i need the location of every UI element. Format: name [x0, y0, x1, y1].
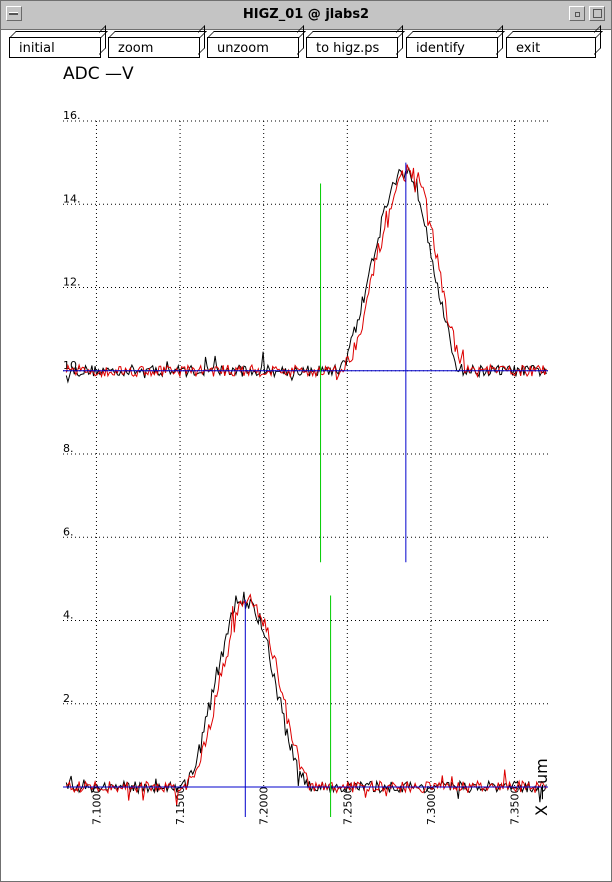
x-tick-label: 7.2000	[258, 787, 271, 826]
unzoom-button[interactable]: unzoom	[207, 37, 299, 58]
maximize-icon[interactable]	[589, 6, 605, 21]
y-tick-label: 14.	[63, 192, 81, 205]
y-tick-label: 12.	[63, 276, 81, 289]
tick-labels: 2.4.6.8.10.12.14.16.7.1000 7.1500 7.2000 7.…	[63, 109, 522, 825]
window-menu-icon[interactable]	[6, 6, 22, 21]
x-tick-label: 7.3500	[509, 787, 522, 826]
x-tick-label: 7.3000	[425, 787, 438, 826]
lower-trace-black-series	[65, 591, 547, 803]
plot-grid	[63, 120, 548, 787]
y-axis-label: ADC —V	[63, 64, 134, 84]
zoom-button[interactable]: zoom	[108, 37, 200, 58]
x-tick-label: 7.2500	[341, 787, 354, 826]
upper-trace-red-series	[65, 164, 547, 381]
x-axis-label: X —um	[532, 758, 551, 816]
x-tick-label: 7.1500	[174, 787, 187, 826]
title-bar[interactable]: HIGZ_01 @ jlabs2	[1, 1, 611, 30]
y-tick-label: 6.	[63, 525, 74, 538]
window-title: HIGZ_01 @ jlabs2	[242, 7, 370, 22]
upper-trace-black-series	[65, 167, 547, 384]
y-tick-label: 16.	[63, 109, 81, 122]
identify-button[interactable]: identify	[406, 37, 498, 58]
lower-trace-red-series	[65, 593, 547, 805]
x-tick-label: 7.1000	[90, 787, 103, 826]
initial-button[interactable]: initial	[9, 37, 101, 58]
minimize-icon[interactable]	[569, 6, 585, 21]
y-tick-label: 4.	[63, 609, 74, 622]
y-tick-label: 8.	[63, 442, 74, 455]
traces	[63, 162, 548, 817]
y-tick-label: 2.	[63, 692, 74, 705]
exit-button[interactable]: exit	[506, 37, 596, 58]
to-higz-ps-button[interactable]: to higz.ps	[306, 37, 398, 58]
